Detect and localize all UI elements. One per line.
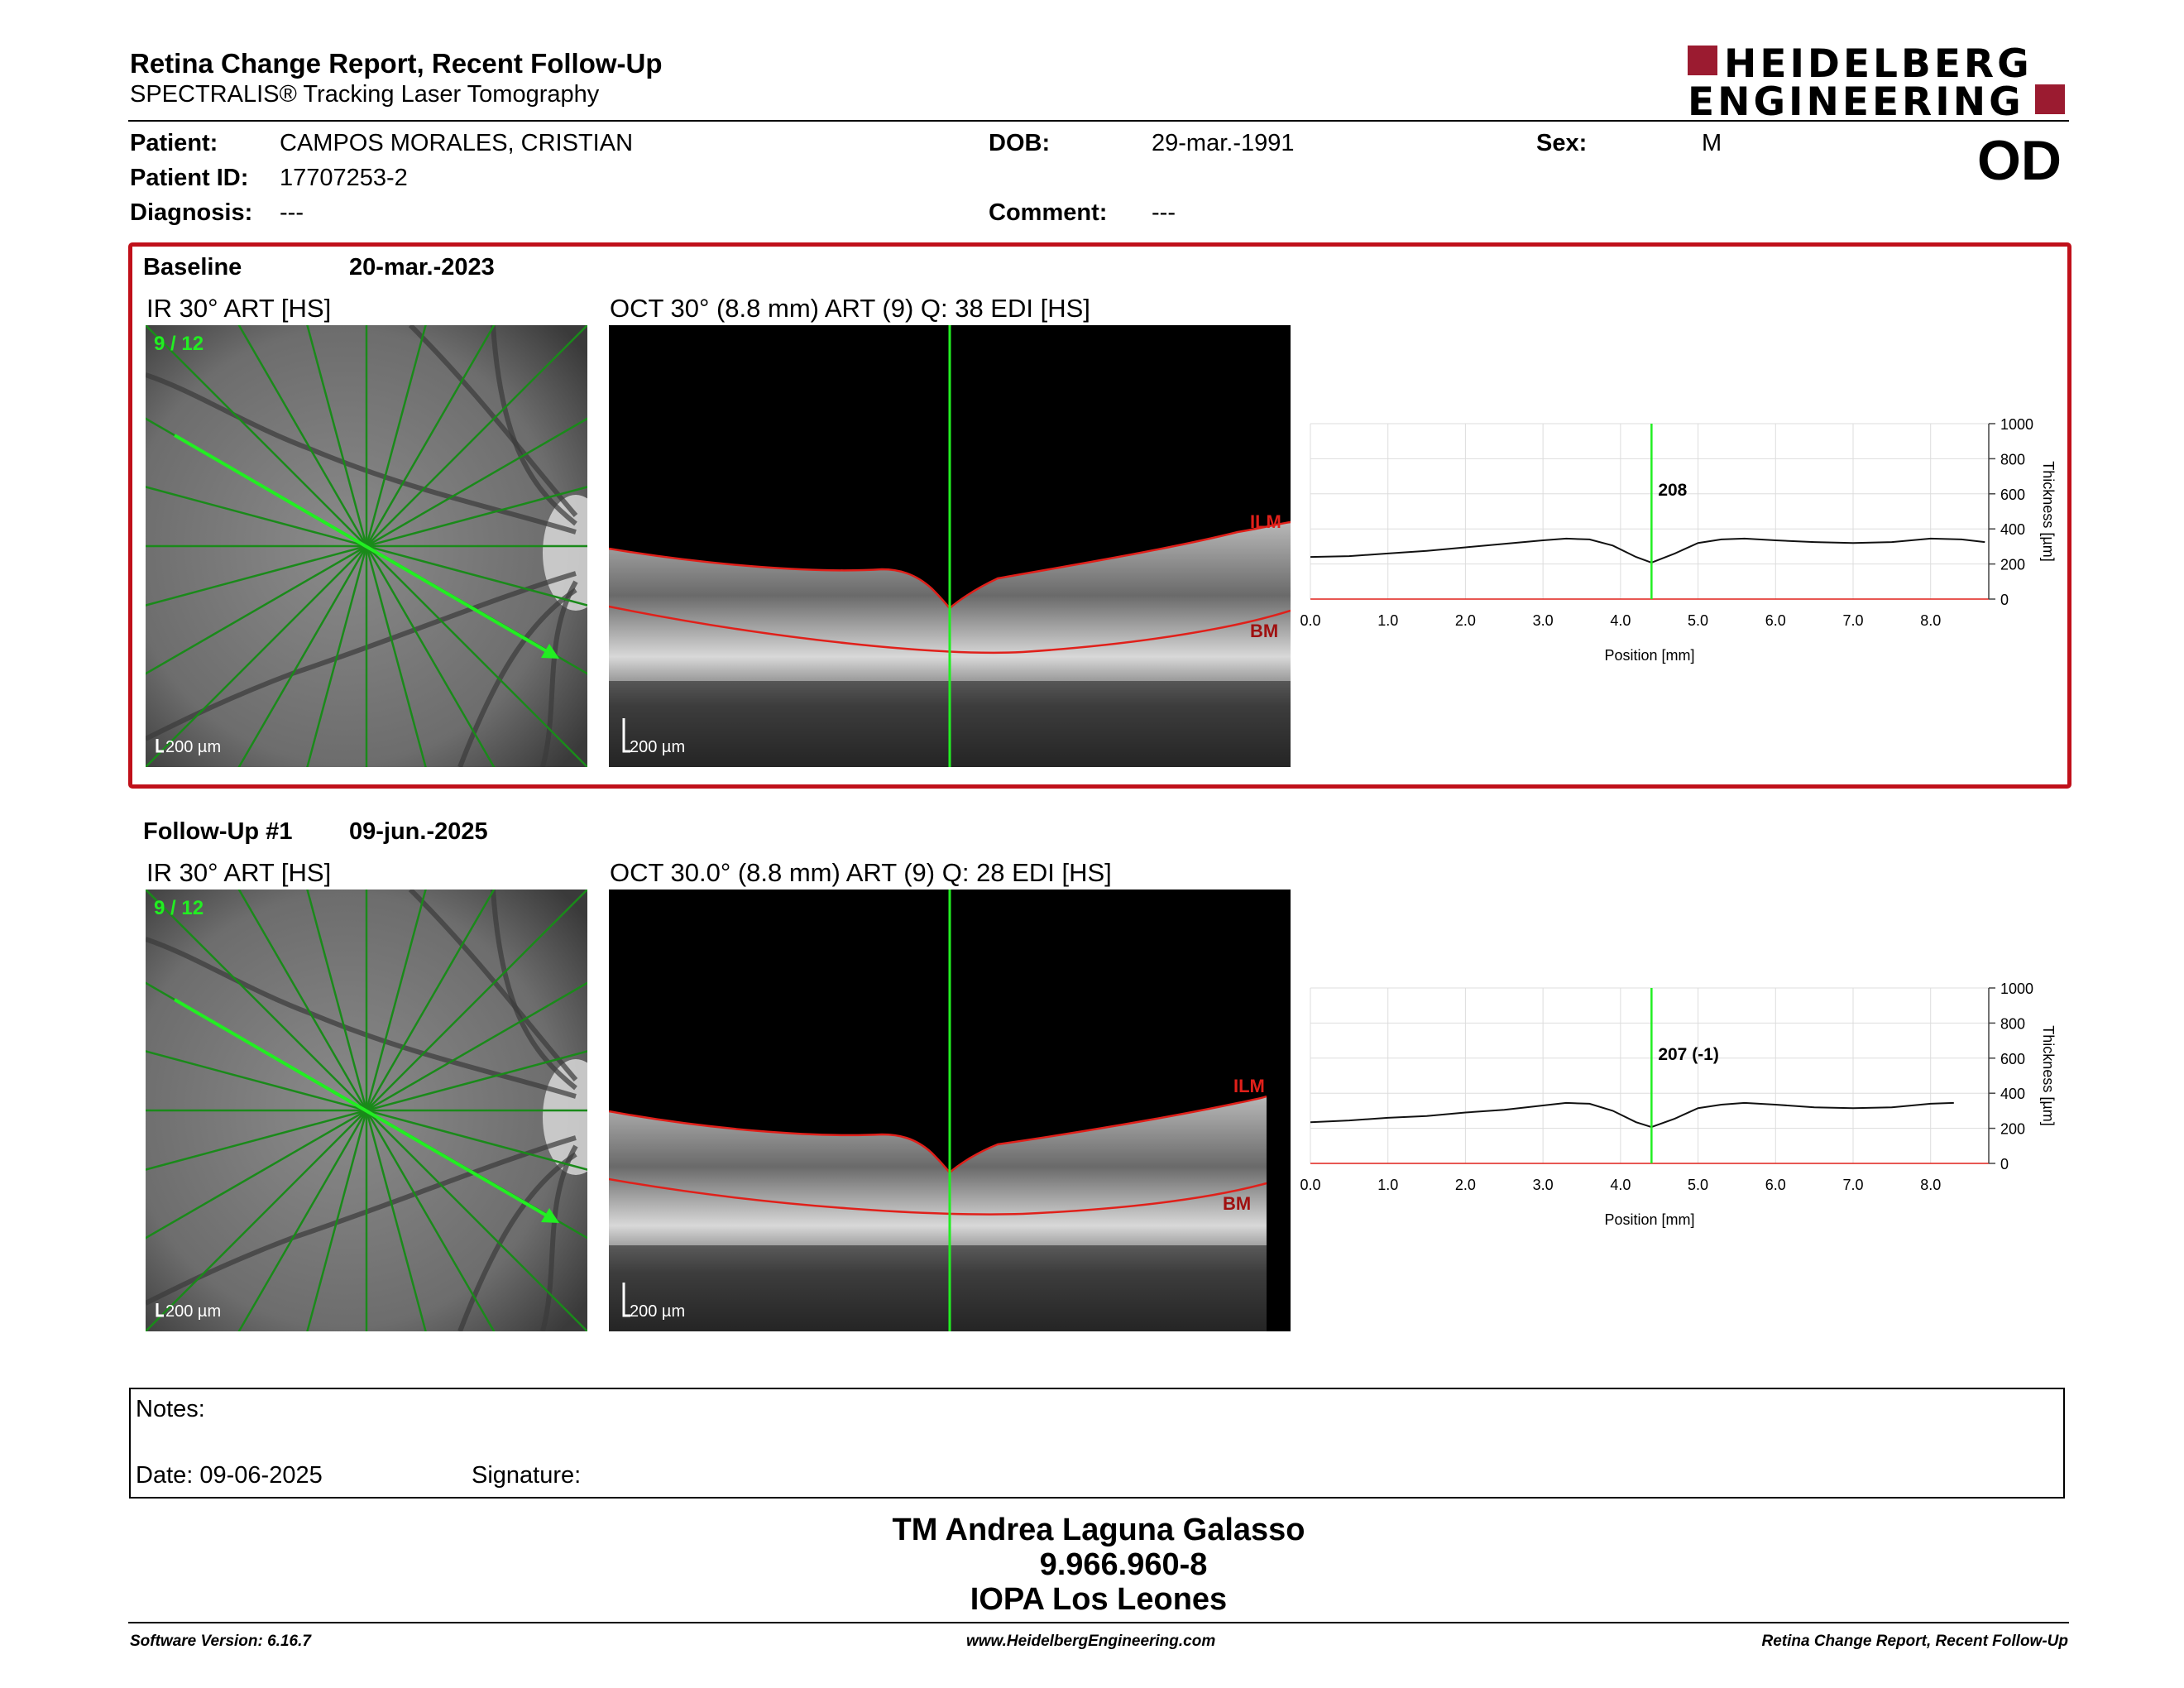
- visit-name: Follow-Up #1: [143, 818, 293, 845]
- x-tick-label: 8.0: [1920, 612, 1941, 629]
- oct-bscan-image: ILM BM 200 µm: [609, 890, 1291, 1331]
- oct-scale-label: 200 µm: [630, 1302, 685, 1321]
- x-axis-label: Position [mm]: [1604, 1211, 1694, 1228]
- y-tick-label: 1000: [2000, 981, 2033, 997]
- oct-image-label: OCT 30° (8.8 mm) ART (9) Q: 38 EDI [HS]: [610, 294, 1090, 323]
- y-tick-label: 200: [2000, 1121, 2025, 1138]
- report-subtitle: SPECTRALIS® Tracking Laser Tomography: [130, 81, 600, 108]
- thickness-chart: 0 200 400 600 800 1000 0.0 1.0 2.0 3.0 4.0 5.0 6.0 7.…: [1299, 978, 2068, 1259]
- signatory-id: 9.966.960-8: [1039, 1547, 1208, 1582]
- x-tick-label: 2.0: [1455, 612, 1476, 629]
- y-tick-label: 800: [2000, 451, 2025, 468]
- baseline-highlight-box: [128, 242, 2071, 789]
- x-tick-label: 0.0: [1300, 1177, 1320, 1193]
- diagnosis-value: ---: [280, 199, 304, 226]
- x-axis-label: Position [mm]: [1604, 647, 1694, 664]
- scan-index-label: 9 / 12: [154, 333, 204, 355]
- x-tick-label: 5.0: [1688, 1177, 1708, 1193]
- y-tick-label: 400: [2000, 521, 2025, 538]
- ir-image-label: IR 30° ART [HS]: [146, 858, 332, 887]
- x-tick-label: 8.0: [1920, 1177, 1941, 1193]
- sex-value: M: [1702, 130, 1722, 156]
- footer-website: www.HeidelbergEngineering.com: [966, 1633, 1216, 1650]
- marker-value-label: 207 (-1): [1658, 1045, 1719, 1064]
- y-tick-label: 400: [2000, 1086, 2025, 1102]
- patient-name: CAMPOS MORALES, CRISTIAN: [280, 130, 634, 156]
- patient-label: Patient:: [130, 130, 218, 156]
- y-tick-label: 600: [2000, 487, 2025, 503]
- patient-id-label: Patient ID:: [130, 165, 249, 191]
- patient-id: 17707253-2: [280, 165, 408, 191]
- oct-bscan-image: ILM BM 200 µm: [609, 325, 1291, 767]
- signatory-institution: IOPA Los Leones: [970, 1582, 1228, 1617]
- y-axis-label: Thickness [µm]: [2040, 461, 2057, 561]
- oct-image-label: OCT 30.0° (8.8 mm) ART (9) Q: 28 EDI [HS…: [610, 858, 1112, 887]
- dob-label: DOB:: [989, 130, 1051, 156]
- x-tick-label: 4.0: [1610, 1177, 1631, 1193]
- fundus-scale-label: 200 µm: [165, 738, 221, 756]
- thickness-series-line: [1310, 1101, 1954, 1129]
- header-divider: [128, 120, 2069, 122]
- x-tick-label: 3.0: [1533, 612, 1554, 629]
- fundus-scale-label: 200 µm: [165, 1302, 221, 1321]
- visit-date: 20-mar.-2023: [349, 254, 495, 281]
- visit-name: Baseline: [143, 254, 242, 281]
- scan-index-label: 9 / 12: [154, 897, 204, 919]
- comment-value: ---: [1152, 199, 1176, 226]
- x-tick-label: 1.0: [1377, 612, 1398, 629]
- bm-label: BM: [1223, 1193, 1251, 1214]
- visit-date: 09-jun.-2025: [349, 818, 488, 845]
- diagnosis-label: Diagnosis:: [130, 199, 253, 226]
- x-tick-label: 1.0: [1377, 1177, 1398, 1193]
- y-tick-label: 800: [2000, 1015, 2025, 1032]
- heidelberg-logo: HEIDELBERG ENGINEERING: [1688, 41, 2068, 125]
- dob-value: 29-mar.-1991: [1152, 130, 1295, 156]
- y-tick-label: 0: [2000, 592, 2009, 608]
- ilm-label: ILM: [1233, 1076, 1265, 1096]
- sex-label: Sex:: [1536, 130, 1588, 156]
- marker-value-label: 208: [1658, 481, 1687, 500]
- y-axis-label: Thickness [µm]: [2040, 1025, 2057, 1125]
- comment-label: Comment:: [989, 199, 1108, 226]
- x-tick-label: 6.0: [1765, 1177, 1786, 1193]
- signatory-name: TM Andrea Laguna Galasso: [892, 1513, 1305, 1547]
- footer-software-version: Software Version: 6.16.7: [130, 1633, 311, 1650]
- x-tick-label: 7.0: [1842, 1177, 1863, 1193]
- y-tick-label: 600: [2000, 1051, 2025, 1067]
- footer-divider: [128, 1622, 2069, 1623]
- x-tick-label: 0.0: [1300, 612, 1320, 629]
- signature-label: Signature:: [472, 1462, 582, 1489]
- thickness-series-line: [1310, 537, 1985, 563]
- eye-indicator: OD: [1977, 129, 2062, 192]
- ir-image-label: IR 30° ART [HS]: [146, 294, 332, 323]
- y-tick-label: 200: [2000, 557, 2025, 573]
- logo-line2: ENGINEERING: [1688, 79, 2024, 125]
- notes-label: Notes:: [136, 1396, 205, 1422]
- bm-label: BM: [1250, 621, 1278, 641]
- x-tick-label: 7.0: [1842, 612, 1863, 629]
- x-tick-label: 6.0: [1765, 612, 1786, 629]
- x-tick-label: 5.0: [1688, 612, 1708, 629]
- report-title: Retina Change Report, Recent Follow-Up: [130, 48, 663, 79]
- x-tick-label: 4.0: [1610, 612, 1631, 629]
- fundus-image: 9 / 12 200 µm: [146, 890, 587, 1331]
- oct-scale-label: 200 µm: [630, 738, 685, 756]
- y-tick-label: 1000: [2000, 416, 2033, 433]
- x-tick-label: 2.0: [1455, 1177, 1476, 1193]
- fundus-image: 9 / 12 200 µm: [146, 325, 587, 767]
- thickness-chart: 0 200 400 600 800 1000 0.0 1.0 2.0 3.0 4.0 5.0 6.0 7.…: [1299, 414, 2068, 695]
- y-tick-label: 0: [2000, 1156, 2009, 1172]
- notes-date: Date: 09-06-2025: [136, 1462, 323, 1489]
- notes-box: Notes: Date: 09-06-2025 Signature:: [129, 1388, 2065, 1499]
- footer-report-name: Retina Change Report, Recent Follow-Up: [1761, 1633, 2068, 1650]
- x-tick-label: 3.0: [1533, 1177, 1554, 1193]
- ilm-label: ILM: [1250, 511, 1281, 532]
- logo-line1: HEIDELBERG: [1724, 41, 2033, 87]
